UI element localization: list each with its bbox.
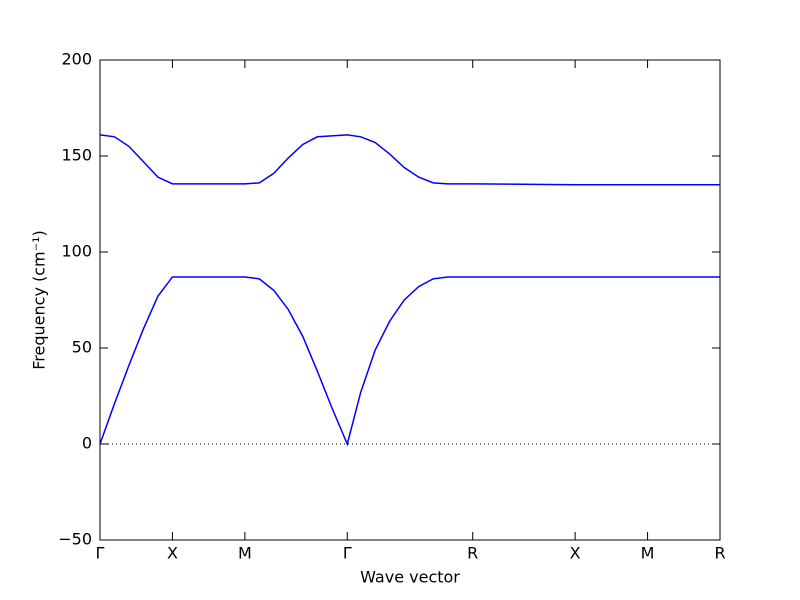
x-tick-label: X — [167, 544, 178, 563]
x-tick-label: Γ — [96, 544, 105, 563]
y-tick-label: 150 — [61, 146, 92, 165]
x-tick-label: R — [467, 544, 478, 563]
x-tick-label: M — [641, 544, 655, 563]
x-tick-label: X — [570, 544, 581, 563]
x-tick-label: R — [714, 544, 725, 563]
x-tick-label: M — [238, 544, 252, 563]
band-line — [99, 134, 720, 186]
y-axis-label: Frequency (cm⁻¹) — [30, 230, 49, 369]
x-axis-label: Wave vector — [360, 568, 460, 587]
band-line — [99, 276, 720, 447]
y-tick-label: 200 — [61, 50, 92, 69]
plot-frame — [99, 59, 721, 541]
y-tick-label: 100 — [61, 242, 92, 261]
y-tick-label: 0 — [82, 434, 92, 453]
x-tick-label: Γ — [343, 544, 352, 563]
y-tick-label: 50 — [72, 338, 92, 357]
y-tick-label: −50 — [58, 530, 92, 549]
